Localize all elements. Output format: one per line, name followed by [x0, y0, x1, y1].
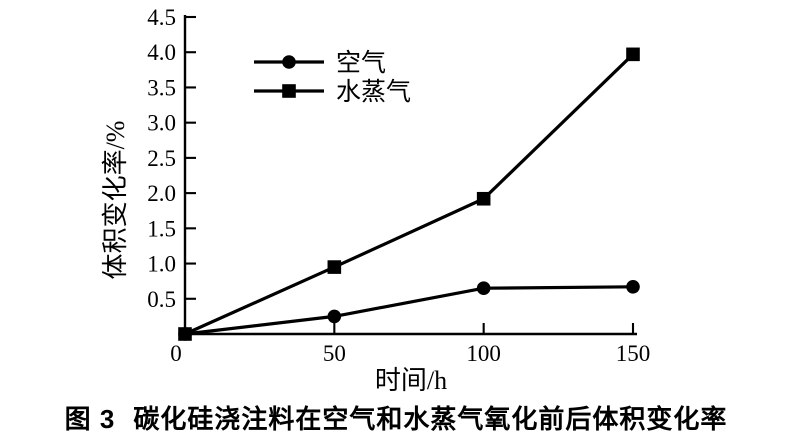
y-tick-label: 1.5: [147, 216, 176, 241]
y-tick-label: 4.5: [147, 5, 176, 30]
series-1-marker-square: [476, 191, 491, 206]
figure-caption-title: 碳化硅浇注料在空气和水蒸气氧化前后体积变化率: [133, 404, 728, 434]
series-line-0: [184, 285, 634, 336]
y-tick-label: 4.0: [147, 40, 176, 65]
figure-caption: 图 3 碳化硅浇注料在空气和水蒸气氧化前后体积变化率: [0, 399, 792, 436]
legend-marker-circle: [282, 55, 296, 69]
x-tick-label: 50: [323, 341, 346, 366]
series-1-marker-square: [327, 260, 342, 274]
x-tick-label: 100: [466, 341, 501, 366]
y-tick-label: 2.0: [147, 181, 176, 206]
y-tick-label: 1.0: [147, 252, 176, 277]
y-tick-label: 3.0: [147, 111, 176, 136]
y-axis-title: 体积变化率/%: [101, 121, 130, 280]
series-0-marker-circle: [327, 309, 342, 324]
series-0-marker-circle: [626, 280, 640, 294]
series-1-marker-square: [626, 47, 640, 62]
y-tick-label: 3.5: [147, 75, 176, 100]
x-tick-label: 150: [616, 341, 651, 366]
x-axis-title: 时间/h: [375, 366, 447, 395]
legend-label-0: 空气: [336, 49, 386, 77]
figure-caption-number: 图 3: [64, 404, 116, 434]
y-tick-label: 0.5: [147, 287, 176, 312]
series-0-marker-circle: [476, 281, 491, 296]
legend-label-1: 水蒸气: [336, 78, 411, 106]
volume-change-line-chart: 0.5 1.0 1.5 2.0 2.5 3.0 3.5 4.0 4.5 0 50 100 150 时间/h…: [101, 5, 651, 395]
series-1-marker-square: [178, 327, 192, 341]
x-tick-label: 0: [170, 341, 182, 366]
y-tick-label: 2.5: [147, 146, 176, 171]
legend-marker-square: [282, 84, 296, 98]
series-line-1: [184, 53, 635, 336]
